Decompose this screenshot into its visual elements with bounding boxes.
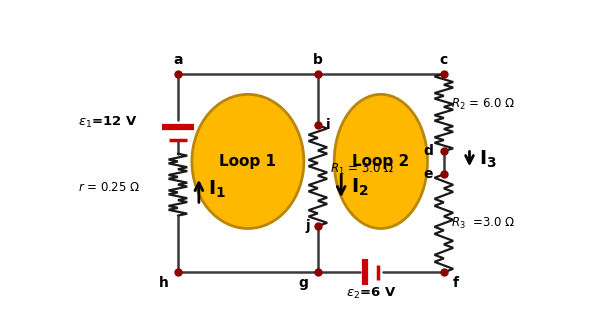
Text: $R_2$ = 6.0 Ω: $R_2$ = 6.0 Ω	[451, 97, 515, 112]
Text: h: h	[159, 276, 169, 289]
Text: g: g	[299, 276, 309, 289]
Text: $R_3$  =3.0 Ω: $R_3$ =3.0 Ω	[451, 216, 515, 231]
Text: $\varepsilon_2$=6 V: $\varepsilon_2$=6 V	[346, 286, 397, 301]
Text: c: c	[439, 53, 448, 67]
Text: $\mathbf{I_3}$: $\mathbf{I_3}$	[479, 148, 497, 170]
Ellipse shape	[334, 94, 427, 228]
Text: f: f	[453, 276, 459, 289]
Text: e: e	[424, 168, 433, 181]
Text: $\varepsilon_1$=12 V: $\varepsilon_1$=12 V	[78, 115, 137, 130]
Text: $R_1$ = 3.0 Ω: $R_1$ = 3.0 Ω	[329, 161, 394, 177]
Text: $\mathbf{I_2}$: $\mathbf{I_2}$	[350, 177, 368, 198]
Text: Loop 2: Loop 2	[352, 154, 409, 169]
Ellipse shape	[192, 94, 304, 228]
Text: d: d	[423, 144, 433, 158]
Text: i: i	[326, 118, 330, 132]
Text: j: j	[305, 219, 309, 233]
Text: b: b	[313, 53, 323, 67]
Text: $r$ = 0.25 Ω: $r$ = 0.25 Ω	[78, 181, 140, 194]
Text: a: a	[173, 53, 182, 67]
Text: $\mathbf{I_1}$: $\mathbf{I_1}$	[208, 179, 226, 200]
Text: Loop 1: Loop 1	[219, 154, 276, 169]
